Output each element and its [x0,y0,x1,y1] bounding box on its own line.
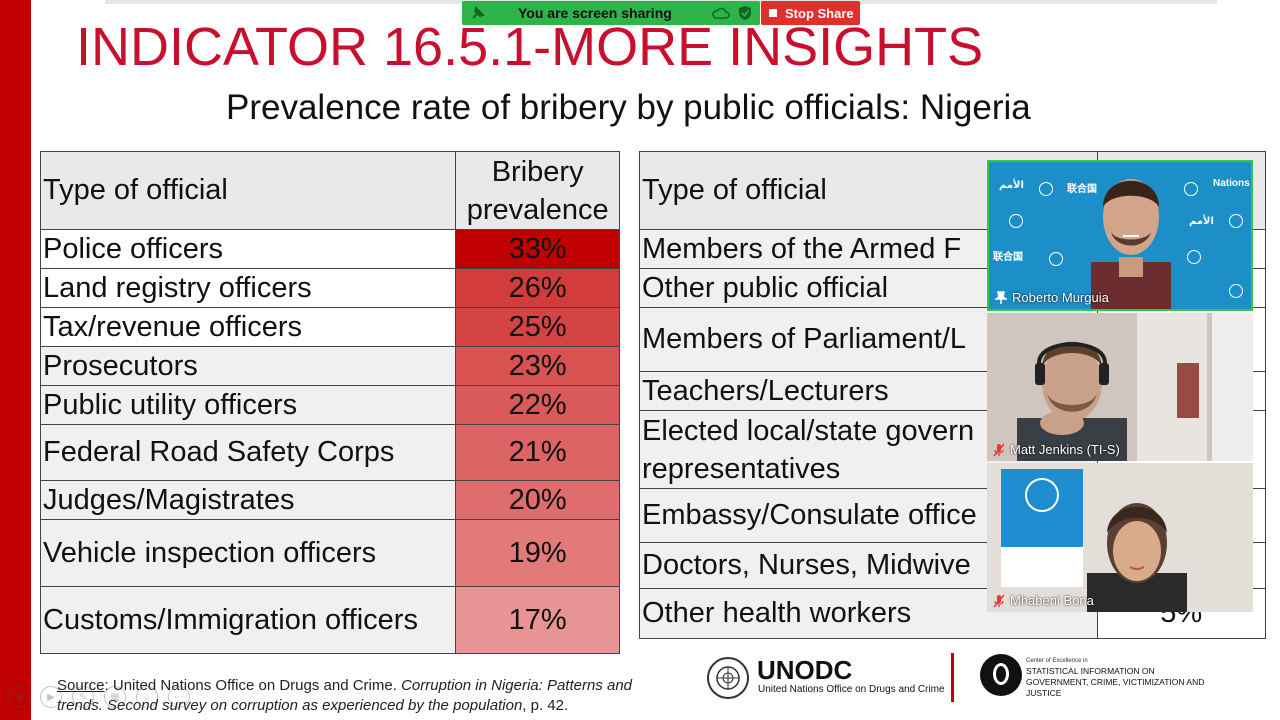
official-type: Vehicle inspection officers [39,519,457,587]
shield-check-icon[interactable] [738,5,752,21]
un-emblem-icon [707,657,749,699]
participant-label: Roberto Murguia [995,290,1109,305]
more-options-icon[interactable]: ⋯ [168,686,190,708]
prevalence-value: 25% [455,307,620,347]
backdrop-logo-text: 联合国 [1067,184,1097,195]
table-row: Vehicle inspection officers 19% [39,519,620,587]
coe-small-text: Center of Excellence in [1026,658,1088,664]
pin-icon [995,290,1007,304]
prevalence-value: 26% [455,268,620,308]
unodc-name: UNODC [757,655,853,685]
participant-video [1091,179,1171,309]
participant-video [987,313,1253,461]
drag-handle-icon[interactable] [470,5,486,21]
table-row: Public utility officers 22% [39,385,620,425]
official-type: Judges/Magistrates [39,480,457,520]
header-value-line2: prevalence [466,193,609,226]
un-emblem-icon [1229,284,1243,298]
video-tile-roberto[interactable]: الأمم 联合国 联合国 Nations الأمم Roberto Murg… [987,160,1253,311]
stop-share-button[interactable]: Stop Share [761,1,860,25]
prevalence-value: 22% [455,385,620,425]
slides-grid-icon[interactable]: ▦ [104,686,126,708]
table-row: Police officers 33% [39,229,620,269]
backdrop-logo-text: الأمم [1189,216,1214,227]
prevalence-value: 33% [455,229,620,269]
screen-sharing-bar[interactable]: You are screen sharing [462,1,760,25]
un-emblem-icon [1039,182,1053,196]
un-emblem-icon [1049,252,1063,266]
unodc-full-name: United Nations Office on Drugs and Crime [758,684,945,695]
official-type: Prosecutors [39,346,457,386]
video-tile-mhabeni[interactable]: Mhabeni Bona [987,463,1253,612]
table-row: Judges/Magistrates 20% [39,480,620,520]
table-row: Customs/Immigration officers 17% [39,586,620,654]
table-row: Federal Road Safety Corps 21% [39,424,620,481]
table-header-row: Type of official Bribery prevalence [39,151,620,230]
prevalence-value: 17% [455,586,620,654]
official-type: Tax/revenue officers [39,307,457,347]
slide-title: INDICATOR 16.5.1-MORE INSIGHTS [76,17,984,77]
header-type-of-official: Type of official [39,151,457,230]
slide-left-accent-bar [0,0,31,720]
header-bribery-prevalence: Bribery prevalence [455,151,620,230]
screen-sharing-status: You are screen sharing [518,5,672,21]
slide-subtitle: Prevalence rate of bribery by public off… [226,88,1031,127]
source-label: Source [57,677,105,694]
zoom-icon[interactable]: ⌕ [136,686,158,708]
un-emblem-icon [1187,250,1201,264]
prevalence-value: 23% [455,346,620,386]
logo-divider [951,653,954,702]
official-type: Police officers [39,229,457,269]
video-tile-matt[interactable]: Matt Jenkins (TI-S) [987,313,1253,461]
participant-name: Roberto Murguia [1012,290,1109,305]
official-type: Customs/Immigration officers [39,586,457,654]
coe-logo: Center of Excellence in STATISTICAL INFO… [980,654,1210,700]
official-type: Public utility officers [39,385,457,425]
coe-big-text: STATISTICAL INFORMATION ON GOVERNMENT, C… [1026,666,1205,698]
cloud-icon[interactable] [712,6,730,20]
stop-share-label: Stop Share [785,5,854,21]
prevalence-value: 20% [455,480,620,520]
next-slide-icon[interactable]: ▶ [40,686,62,708]
unodc-logo: UNODC United Nations Office on Drugs and… [707,655,947,700]
table-row: Tax/revenue officers 25% [39,307,620,347]
participant-name: Matt Jenkins (TI-S) [1010,442,1120,457]
un-emblem-icon [1184,182,1198,196]
prevalence-value: 21% [455,424,620,481]
muted-mic-icon [993,594,1005,607]
slideshow-controls[interactable]: ◀ ▶ ✎ ▦ ⌕ ⋯ [8,686,308,708]
table-row: Land registry officers 26% [39,268,620,308]
coe-emblem-icon [980,654,1022,696]
backdrop-logo-text: Nations [1213,178,1250,189]
stop-icon [769,9,777,17]
backdrop-logo-text: 联合国 [993,252,1023,263]
participant-video [987,463,1253,612]
participant-label: Matt Jenkins (TI-S) [993,442,1120,457]
official-type: Federal Road Safety Corps [39,424,457,481]
un-emblem-icon [1229,214,1243,228]
muted-mic-icon [993,443,1005,456]
participant-name: Mhabeni Bona [1010,593,1094,608]
backdrop-logo-text: الأمم [999,180,1024,191]
official-type: Land registry officers [39,268,457,308]
prevalence-value: 19% [455,519,620,587]
header-value-line1: Bribery [491,155,584,188]
pen-icon[interactable]: ✎ [72,686,94,708]
un-emblem-icon [1009,214,1023,228]
bribery-table-left: Type of official Bribery prevalence Poli… [39,151,620,654]
table-row: Prosecutors 23% [39,346,620,386]
source-tail: , p. 42. [522,697,569,714]
previous-slide-icon[interactable]: ◀ [8,686,30,708]
participant-label: Mhabeni Bona [993,593,1094,608]
